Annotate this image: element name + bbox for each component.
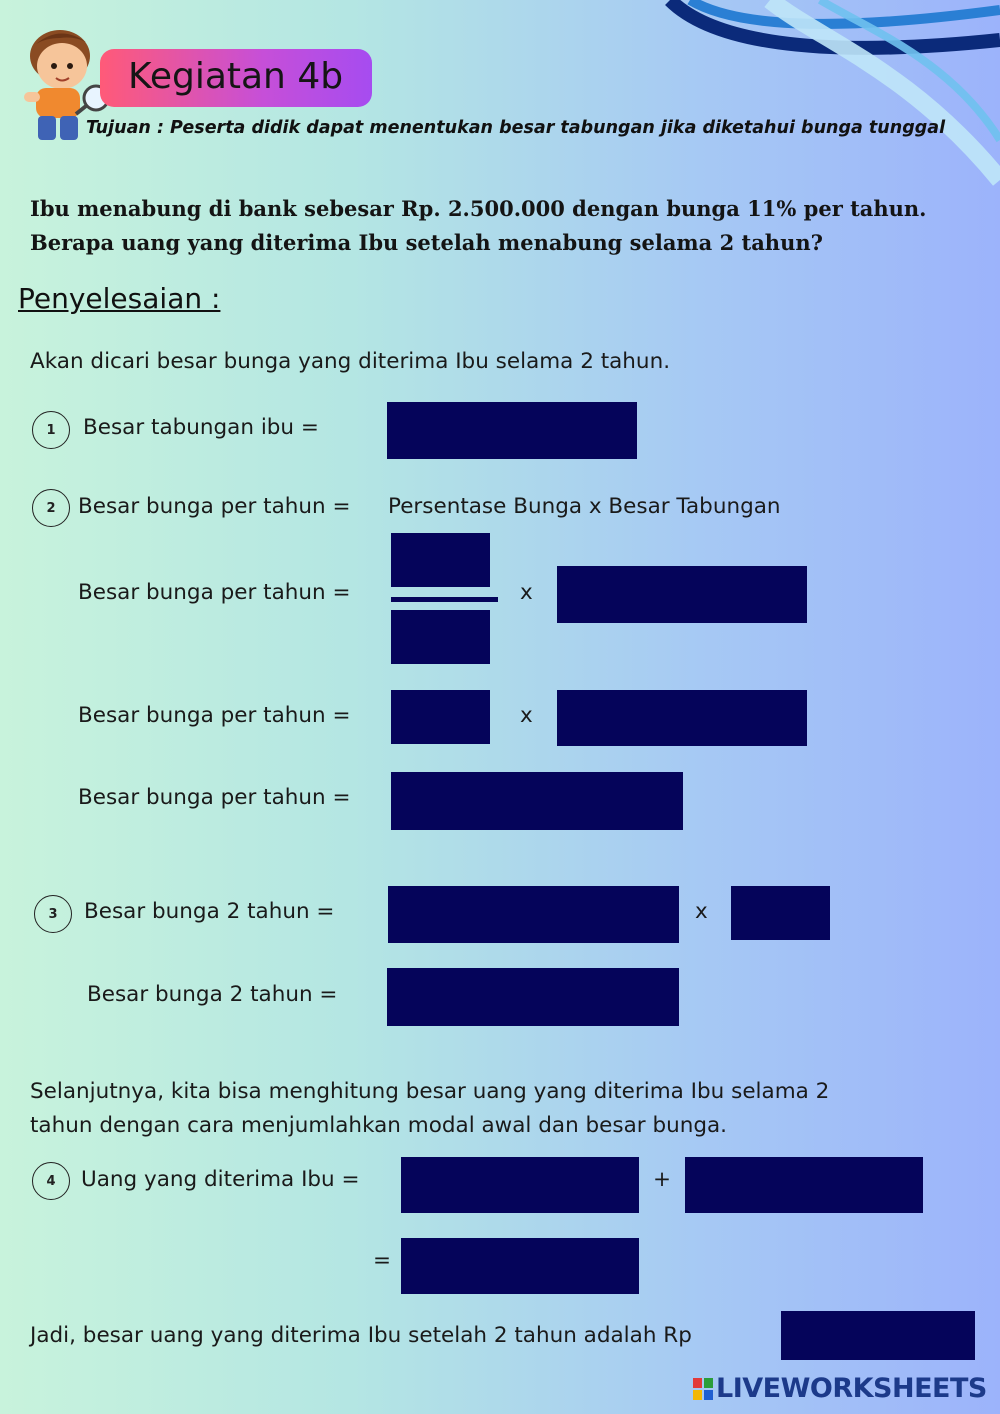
step-3-badge: 3	[34, 895, 72, 933]
step-2-badge: 2	[32, 489, 70, 527]
question-line-1: Ibu menabung di bank sebesar Rp. 2.500.0…	[30, 196, 927, 221]
step-4-badge: 4	[32, 1162, 70, 1200]
step-4-label: Uang yang diterima Ibu =	[81, 1167, 360, 1192]
step-2-row-3-label: Besar bunga per tahun =	[78, 785, 351, 810]
step-1-badge: 1	[32, 411, 70, 449]
step-2-formula: Persentase Bunga x Besar Tabungan	[388, 494, 781, 519]
followup-line-1: Selanjutnya, kita bisa menghitung besar …	[30, 1079, 830, 1104]
liveworksheets-logo: LIVEWORKSHEETS	[716, 1373, 987, 1404]
answer-box-fraction-numerator[interactable]	[391, 533, 490, 587]
solution-heading: Penyelesaian :	[18, 282, 221, 315]
answer-box-yearly-interest-repeat[interactable]	[388, 886, 679, 943]
liveworksheets-logo-icon	[693, 1378, 713, 1400]
plus-sign: +	[653, 1167, 672, 1192]
title-pill	[100, 49, 372, 107]
answer-box-decimal-rate[interactable]	[391, 690, 490, 744]
answer-box-initial-capital[interactable]	[401, 1157, 639, 1213]
step-1-label: Besar tabungan ibu =	[83, 415, 319, 440]
answer-box-savings[interactable]	[387, 402, 637, 459]
times-sign: x	[520, 580, 533, 605]
answer-box-savings-multiplier-1[interactable]	[557, 566, 807, 623]
answer-box-years[interactable]	[731, 886, 830, 940]
boy-magnifier-icon	[24, 30, 110, 140]
step-3-label: Besar bunga 2 tahun =	[84, 899, 335, 924]
answer-box-two-year-interest[interactable]	[387, 968, 679, 1026]
wave-decoration	[665, 0, 1000, 186]
answer-box-interest-sum[interactable]	[685, 1157, 923, 1213]
conclusion-text: Jadi, besar uang yang diterima Ibu setel…	[30, 1323, 692, 1348]
question-line-2: Berapa uang yang diterima Ibu setelah me…	[30, 230, 823, 255]
step-2-label: Besar bunga per tahun =	[78, 494, 351, 519]
followup-line-2: tahun dengan cara menjumlahkan modal awa…	[30, 1113, 728, 1138]
answer-box-total-received[interactable]	[401, 1238, 639, 1294]
step-2-row-1-label: Besar bunga per tahun =	[78, 580, 351, 605]
answer-box-fraction-denominator[interactable]	[391, 610, 490, 664]
times-sign: x	[695, 899, 708, 924]
equals-sign: =	[373, 1248, 392, 1273]
answer-box-final[interactable]	[781, 1311, 975, 1360]
times-sign: x	[520, 703, 533, 728]
step-3-row-2-label: Besar bunga 2 tahun =	[87, 982, 338, 1007]
fraction-line	[391, 597, 498, 602]
solution-intro: Akan dicari besar bunga yang diterima Ib…	[30, 349, 671, 374]
page-title: Kegiatan 4b	[128, 56, 344, 97]
answer-box-yearly-interest[interactable]	[391, 772, 683, 830]
step-2-row-2-label: Besar bunga per tahun =	[78, 703, 351, 728]
learning-goal: Tujuan : Peserta didik dapat menentukan …	[86, 118, 946, 138]
answer-box-savings-multiplier-2[interactable]	[557, 690, 807, 746]
